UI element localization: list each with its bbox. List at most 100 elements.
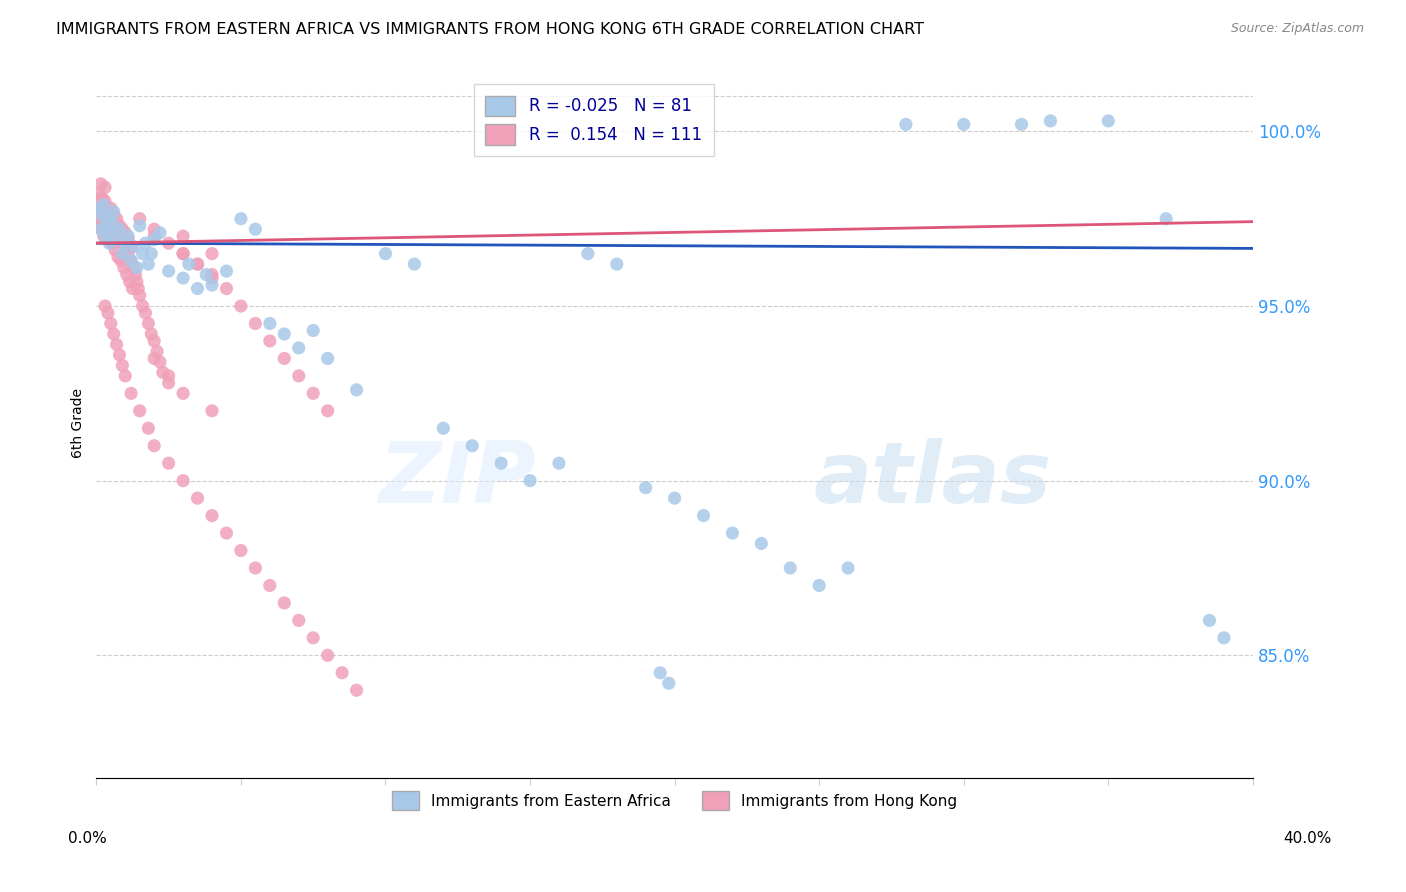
Point bbox=[576, 246, 599, 260]
Point bbox=[96, 204, 118, 219]
Point bbox=[111, 236, 134, 251]
Point bbox=[107, 250, 129, 264]
Point bbox=[143, 439, 166, 453]
Point bbox=[103, 222, 125, 236]
Point bbox=[103, 204, 125, 219]
Point bbox=[316, 351, 339, 366]
Point bbox=[100, 317, 122, 331]
Point bbox=[346, 383, 368, 397]
Point bbox=[120, 240, 142, 254]
Point bbox=[658, 676, 681, 690]
Point bbox=[143, 233, 166, 247]
Point bbox=[134, 306, 156, 320]
Point bbox=[149, 226, 172, 240]
Point bbox=[346, 683, 368, 698]
Point bbox=[692, 508, 714, 523]
Point bbox=[172, 246, 194, 260]
Point bbox=[122, 260, 145, 275]
Point bbox=[112, 260, 135, 275]
Point bbox=[125, 275, 148, 289]
Point bbox=[1011, 117, 1033, 131]
Point bbox=[650, 665, 672, 680]
Point bbox=[89, 219, 111, 233]
Point bbox=[606, 257, 628, 271]
Point bbox=[134, 236, 156, 251]
Point bbox=[101, 236, 124, 251]
Point bbox=[89, 201, 111, 215]
Point bbox=[330, 665, 353, 680]
Point bbox=[837, 561, 859, 575]
Point bbox=[128, 211, 150, 226]
Text: 0.0%: 0.0% bbox=[67, 831, 107, 846]
Point bbox=[432, 421, 454, 435]
Point bbox=[98, 236, 121, 251]
Point bbox=[749, 536, 772, 550]
Point bbox=[287, 341, 309, 355]
Point bbox=[97, 208, 120, 222]
Point bbox=[128, 288, 150, 302]
Point bbox=[177, 257, 200, 271]
Point bbox=[664, 491, 686, 505]
Point bbox=[111, 246, 134, 260]
Point bbox=[302, 323, 325, 337]
Point bbox=[87, 201, 110, 215]
Point bbox=[118, 275, 141, 289]
Point bbox=[117, 233, 139, 247]
Point bbox=[172, 386, 194, 401]
Point bbox=[229, 299, 252, 313]
Point bbox=[91, 208, 114, 222]
Point bbox=[201, 278, 224, 293]
Point bbox=[141, 326, 163, 341]
Point bbox=[90, 177, 112, 191]
Point bbox=[195, 268, 218, 282]
Point bbox=[93, 198, 115, 212]
Point bbox=[94, 229, 117, 244]
Point bbox=[461, 439, 484, 453]
Text: Source: ZipAtlas.com: Source: ZipAtlas.com bbox=[1230, 22, 1364, 36]
Point bbox=[146, 344, 169, 359]
Point bbox=[245, 561, 267, 575]
Point bbox=[1097, 114, 1119, 128]
Point bbox=[121, 282, 143, 296]
Point bbox=[152, 365, 174, 379]
Point bbox=[215, 264, 238, 278]
Point bbox=[215, 282, 238, 296]
Point bbox=[273, 351, 295, 366]
Point bbox=[120, 253, 142, 268]
Point bbox=[105, 211, 128, 226]
Point bbox=[97, 233, 120, 247]
Legend: Immigrants from Eastern Africa, Immigrants from Hong Kong: Immigrants from Eastern Africa, Immigran… bbox=[385, 785, 963, 816]
Point bbox=[96, 219, 118, 233]
Point bbox=[94, 180, 117, 194]
Point bbox=[138, 317, 160, 331]
Point bbox=[273, 326, 295, 341]
Point bbox=[124, 268, 146, 282]
Point bbox=[128, 219, 150, 233]
Point bbox=[201, 508, 224, 523]
Point bbox=[90, 222, 112, 236]
Point bbox=[93, 229, 115, 244]
Point bbox=[187, 257, 209, 271]
Point bbox=[1198, 613, 1220, 627]
Point bbox=[110, 253, 132, 268]
Point bbox=[97, 211, 120, 226]
Point bbox=[114, 240, 136, 254]
Point bbox=[157, 264, 180, 278]
Point bbox=[98, 215, 121, 229]
Point bbox=[131, 246, 153, 260]
Point bbox=[114, 226, 136, 240]
Point bbox=[103, 326, 125, 341]
Point bbox=[143, 351, 166, 366]
Point bbox=[245, 222, 267, 236]
Point bbox=[94, 219, 117, 233]
Point bbox=[1213, 631, 1236, 645]
Point bbox=[187, 282, 209, 296]
Point bbox=[100, 229, 122, 244]
Point bbox=[273, 596, 295, 610]
Point bbox=[90, 222, 112, 236]
Text: 40.0%: 40.0% bbox=[1284, 831, 1331, 846]
Point bbox=[143, 222, 166, 236]
Point bbox=[91, 191, 114, 205]
Point bbox=[108, 219, 131, 233]
Y-axis label: 6th Grade: 6th Grade bbox=[72, 388, 86, 458]
